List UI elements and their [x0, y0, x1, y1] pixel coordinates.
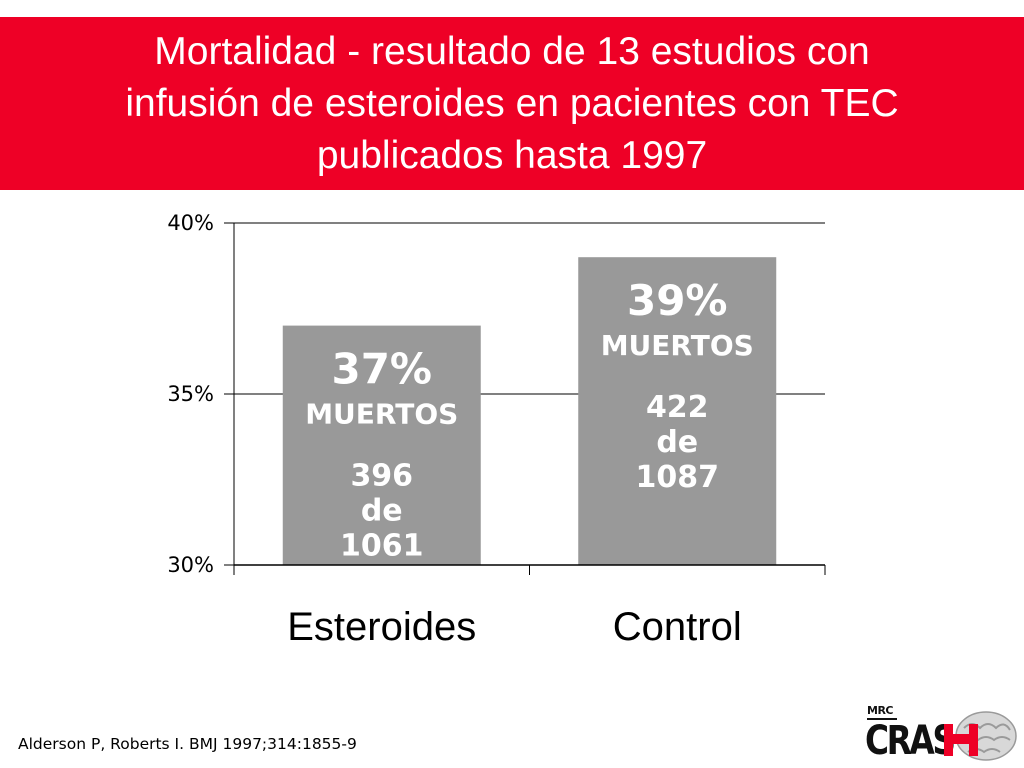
logo-crash-text: CRAS	[865, 718, 956, 764]
y-tick-label-30: 30%	[167, 553, 214, 577]
data-label-pct-2: 39%	[627, 276, 728, 325]
citation: Alderson P, Roberts I. BMJ 1997;314:1855…	[18, 735, 357, 753]
brain-with-h-icon	[944, 711, 1017, 761]
data-label-deaths-2: 422	[646, 390, 709, 425]
data-label-word-2: MUERTOS	[601, 329, 754, 362]
logo-rule	[867, 718, 897, 720]
x-tick-label-control: Control	[613, 605, 742, 649]
y-tick-label-35: 35%	[167, 382, 214, 406]
data-label-total-2: 1087	[636, 460, 720, 495]
title-banner: Mortalidad - resultado de 13 estudios co…	[0, 17, 1024, 190]
crash-logo: MRC CRAS	[862, 704, 1022, 764]
logo-mrc-text: MRC	[867, 704, 894, 717]
slide-title: Mortalidad - resultado de 13 estudios co…	[125, 29, 899, 177]
data-label-word-1: MUERTOS	[305, 398, 458, 431]
data-label-total-1: 1061	[340, 529, 424, 564]
y-tick-label-40: 40%	[167, 211, 214, 235]
data-label-sep-1: de	[361, 494, 403, 529]
data-label-pct-1: 37%	[331, 345, 432, 394]
bar-control	[578, 257, 777, 565]
data-label-deaths-1: 396	[350, 459, 413, 494]
bar-esteroides	[282, 325, 481, 565]
x-tick-label-esteroides: Esteroides	[287, 605, 476, 649]
data-label-sep-2: de	[656, 425, 698, 460]
